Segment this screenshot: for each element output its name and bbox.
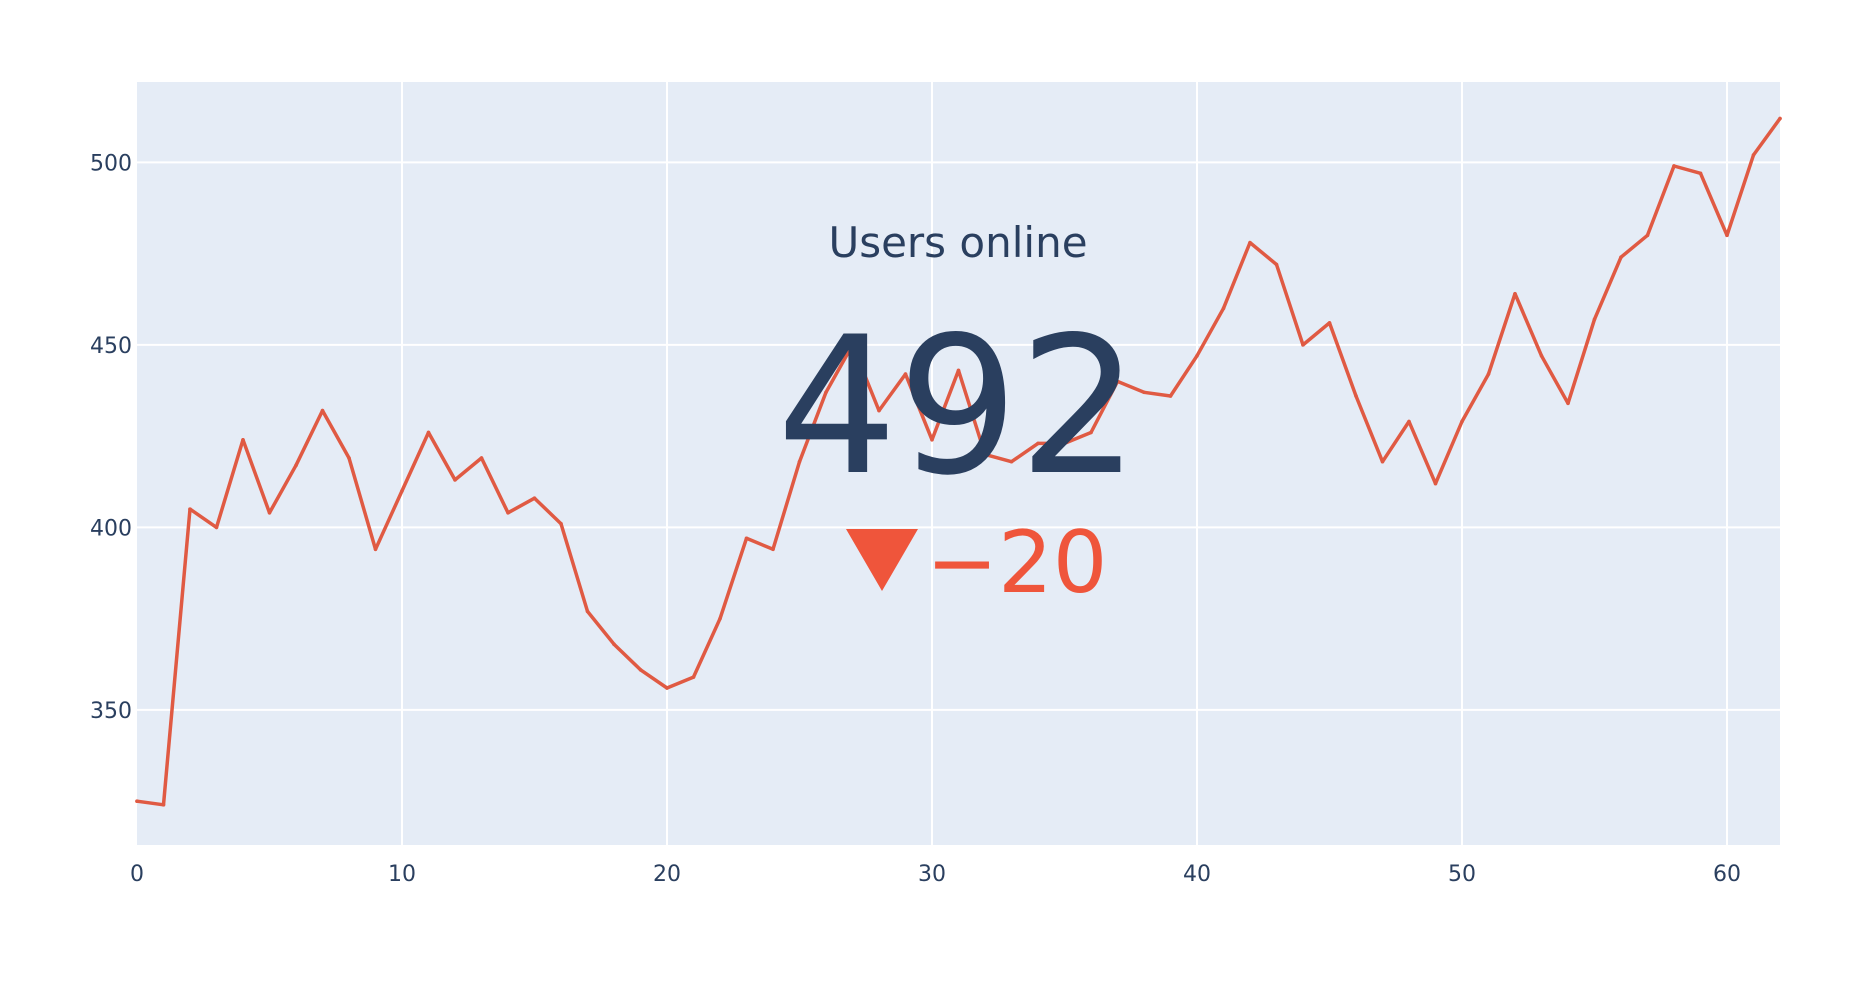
data-point [930, 437, 934, 442]
data-point [691, 675, 696, 679]
data-point [1645, 233, 1650, 238]
data-point [1513, 291, 1517, 296]
data-point [797, 459, 802, 464]
data-point [585, 609, 590, 614]
data-point [1274, 262, 1279, 267]
plot-area [137, 82, 1780, 845]
indicator-value: 492 [777, 296, 1140, 517]
data-point [1089, 430, 1093, 435]
data-point [320, 408, 325, 413]
data-point [1539, 354, 1544, 358]
data-point [983, 452, 987, 457]
data-point [850, 343, 855, 347]
data-point [1195, 354, 1199, 358]
data-point [426, 430, 431, 435]
data-point [1725, 233, 1729, 238]
data-point [400, 489, 404, 493]
data-point [771, 547, 775, 552]
y-tick-label: 500 [90, 151, 132, 176]
data-point [188, 507, 192, 511]
data-point [1407, 419, 1411, 424]
data-point [373, 547, 378, 552]
data-point [1751, 153, 1756, 157]
data-point [1142, 390, 1146, 395]
data-point [1221, 306, 1226, 311]
data-point [532, 496, 537, 500]
data-point [1327, 321, 1332, 325]
data-point [135, 799, 139, 803]
x-tick-label: 60 [1713, 862, 1741, 887]
data-point [1301, 343, 1305, 347]
data-point [744, 536, 749, 541]
data-point [294, 463, 298, 468]
x-tick-label: 30 [918, 862, 946, 887]
data-point [638, 667, 643, 672]
data-point [1062, 441, 1067, 446]
data-point [1009, 459, 1014, 464]
data-point [612, 642, 616, 647]
data-point [1433, 481, 1438, 486]
data-point [1460, 419, 1464, 424]
data-point [267, 510, 272, 515]
data-point [559, 521, 563, 526]
indicator-title: Users online [828, 218, 1087, 267]
data-point [665, 686, 669, 690]
indicator-delta: −20 [926, 513, 1108, 613]
data-point [956, 368, 961, 373]
x-tick-label: 50 [1448, 862, 1476, 887]
data-point [1036, 441, 1040, 446]
data-point [1486, 372, 1491, 376]
data-point [347, 456, 351, 460]
data-point [1778, 116, 1782, 121]
data-point [1380, 459, 1385, 464]
x-tick-label: 20 [653, 862, 681, 887]
y-tick-label: 450 [90, 334, 132, 359]
data-point [1115, 379, 1120, 384]
data-point [453, 478, 457, 482]
data-point [214, 525, 219, 530]
y-tick-label: 400 [90, 516, 132, 541]
data-point [718, 616, 722, 621]
y-tick-label: 350 [90, 699, 132, 724]
data-point [824, 390, 828, 395]
data-point [1168, 394, 1173, 398]
data-point [877, 408, 881, 413]
x-tick-label: 0 [130, 862, 144, 887]
data-point [1566, 401, 1570, 406]
data-point [903, 372, 908, 376]
data-point [506, 510, 510, 515]
data-point [1248, 240, 1252, 245]
x-tick-label: 10 [388, 862, 416, 887]
data-point [1672, 164, 1676, 168]
x-tick-label: 40 [1183, 862, 1211, 887]
data-point [161, 803, 166, 807]
data-point [1619, 255, 1623, 260]
triangle-down-icon [846, 529, 918, 591]
data-point [1698, 171, 1703, 176]
data-point [479, 456, 484, 460]
data-point [1592, 317, 1597, 322]
data-points [135, 116, 1782, 807]
axis-tick-labels: 0 10 20 30 40 50 60 350 400 450 500 [90, 151, 1741, 887]
data-point [241, 437, 245, 442]
data-point [1354, 394, 1358, 398]
grid-lines [137, 82, 1780, 845]
